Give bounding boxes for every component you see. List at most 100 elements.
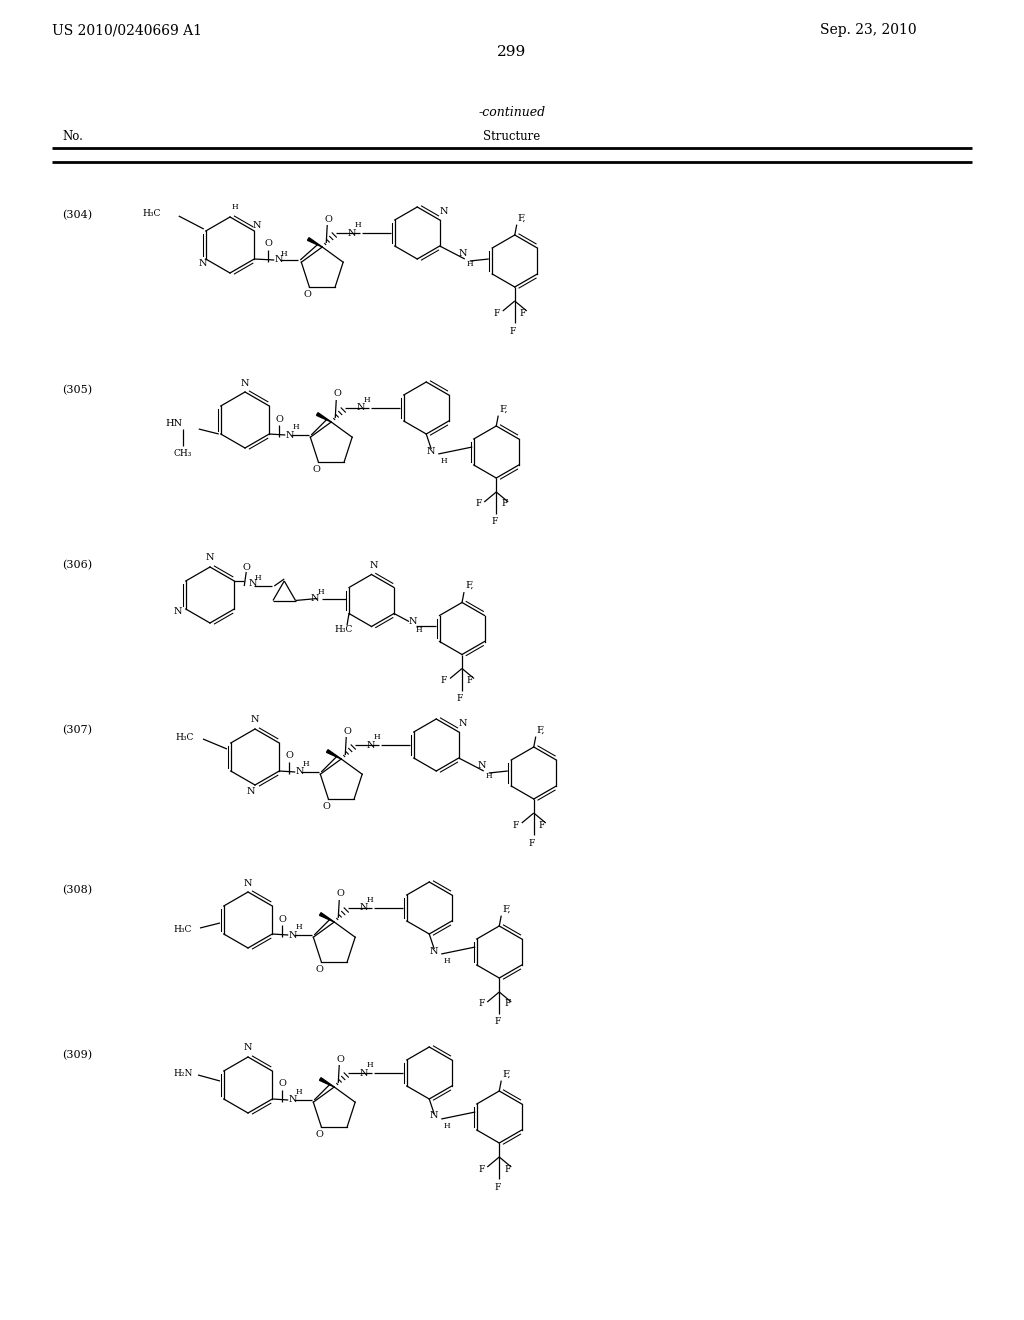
- Text: O: O: [315, 1130, 324, 1139]
- Text: N: N: [244, 1044, 252, 1052]
- Text: H: H: [367, 896, 373, 904]
- Text: F: F: [504, 999, 510, 1008]
- Text: F: F: [494, 1018, 501, 1027]
- Text: H₂N: H₂N: [173, 1068, 193, 1077]
- Text: N: N: [367, 741, 375, 750]
- Text: O: O: [303, 290, 311, 300]
- Text: H₃C: H₃C: [142, 210, 161, 219]
- Text: O: O: [336, 1055, 344, 1064]
- Text: (304): (304): [62, 210, 92, 220]
- Text: H: H: [232, 203, 239, 211]
- Text: F,: F,: [502, 1069, 511, 1078]
- Text: F: F: [475, 499, 481, 508]
- Text: N: N: [370, 561, 378, 570]
- Text: H₃C: H₃C: [173, 925, 191, 935]
- Text: O: O: [343, 726, 351, 735]
- Text: F: F: [492, 517, 498, 527]
- Polygon shape: [316, 413, 331, 422]
- Text: CH₃: CH₃: [173, 450, 191, 458]
- Text: H: H: [367, 1061, 373, 1069]
- Text: N: N: [478, 762, 486, 771]
- Text: N: N: [459, 249, 467, 259]
- Text: N: N: [288, 931, 297, 940]
- Text: N: N: [173, 607, 182, 616]
- Text: N: N: [244, 879, 252, 887]
- Text: F: F: [478, 1164, 484, 1173]
- Text: H: H: [416, 627, 423, 635]
- Text: N: N: [427, 446, 435, 455]
- Text: O: O: [336, 890, 344, 899]
- Text: (308): (308): [62, 884, 92, 895]
- Text: F: F: [510, 326, 516, 335]
- Text: No.: No.: [62, 129, 83, 143]
- Text: N: N: [199, 260, 207, 268]
- Text: H: H: [374, 733, 380, 741]
- Text: N: N: [430, 1111, 438, 1121]
- Text: F: F: [494, 309, 500, 318]
- Text: N: N: [459, 719, 467, 729]
- Text: N: N: [274, 256, 283, 264]
- Text: -continued: -continued: [478, 107, 546, 120]
- Text: N: N: [206, 553, 214, 562]
- Text: N: N: [310, 594, 319, 603]
- Text: O: O: [264, 239, 272, 248]
- Text: H: H: [440, 457, 446, 465]
- Text: H: H: [254, 574, 261, 582]
- Text: Sep. 23, 2010: Sep. 23, 2010: [820, 22, 916, 37]
- Text: F: F: [504, 1164, 510, 1173]
- Text: F,: F,: [537, 726, 545, 734]
- Text: N: N: [430, 946, 438, 956]
- Text: F: F: [441, 676, 447, 685]
- Text: H: H: [354, 220, 360, 228]
- Polygon shape: [319, 912, 334, 921]
- Text: O: O: [286, 751, 293, 760]
- Text: O: O: [243, 564, 250, 573]
- Text: N: N: [288, 1096, 297, 1105]
- Text: (309): (309): [62, 1049, 92, 1060]
- Text: N: N: [359, 1068, 368, 1077]
- Text: F: F: [478, 999, 484, 1008]
- Text: H: H: [467, 260, 473, 268]
- Text: F,: F,: [502, 904, 511, 913]
- Text: N: N: [295, 767, 304, 776]
- Text: F: F: [501, 499, 508, 508]
- Text: N: N: [359, 903, 368, 912]
- Text: H: H: [317, 587, 325, 595]
- Text: F,: F,: [500, 404, 508, 413]
- Text: H: H: [292, 422, 299, 432]
- Text: US 2010/0240669 A1: US 2010/0240669 A1: [52, 22, 202, 37]
- Text: 299: 299: [498, 45, 526, 59]
- Text: F: F: [457, 694, 463, 704]
- Text: H: H: [485, 772, 493, 780]
- Text: O: O: [279, 915, 286, 924]
- Text: N: N: [439, 207, 449, 216]
- Text: F: F: [519, 309, 526, 318]
- Text: F: F: [467, 676, 473, 685]
- Text: F: F: [513, 821, 519, 829]
- Text: N: N: [248, 579, 257, 589]
- Polygon shape: [307, 238, 323, 247]
- Text: F,: F,: [518, 214, 526, 223]
- Text: H₃C: H₃C: [335, 624, 353, 634]
- Text: (306): (306): [62, 560, 92, 570]
- Text: N: N: [253, 220, 261, 230]
- Text: O: O: [312, 465, 321, 474]
- Text: N: N: [286, 430, 294, 440]
- Text: Structure: Structure: [483, 129, 541, 143]
- Text: F,: F,: [465, 581, 473, 590]
- Text: N: N: [251, 715, 259, 725]
- Text: H: H: [302, 760, 309, 768]
- Text: H: H: [281, 249, 287, 257]
- Text: O: O: [315, 965, 324, 974]
- Text: H: H: [295, 923, 302, 931]
- Text: H: H: [443, 957, 450, 965]
- Text: N: N: [409, 616, 418, 626]
- Text: O: O: [279, 1080, 286, 1089]
- Text: H: H: [443, 1122, 450, 1130]
- Text: (305): (305): [62, 385, 92, 395]
- Text: (307): (307): [62, 725, 92, 735]
- Text: N: N: [347, 228, 355, 238]
- Text: H: H: [295, 1088, 302, 1096]
- Text: H₃C: H₃C: [175, 733, 194, 742]
- Text: HN: HN: [166, 420, 182, 429]
